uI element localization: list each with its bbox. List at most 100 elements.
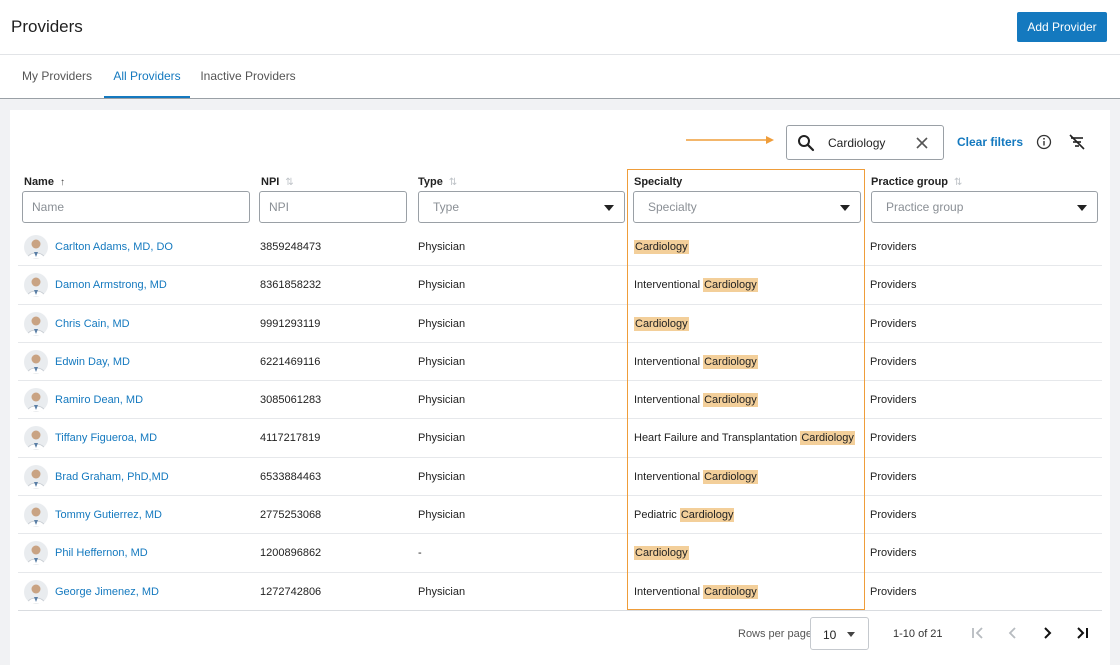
avatar xyxy=(24,426,48,451)
avatar xyxy=(24,273,48,298)
column-header-name[interactable]: Name ↑ xyxy=(24,176,65,188)
filter-off-icon[interactable] xyxy=(1068,133,1086,151)
table-row[interactable]: Chris Cain, MD 9991293119 Physician Cardiol… xyxy=(18,305,1102,343)
practice-group-cell: Providers xyxy=(870,241,917,253)
type-cell: Physician xyxy=(418,355,466,368)
person-icon xyxy=(26,277,46,298)
npi-cell: 1272742806 xyxy=(260,585,322,598)
table-row[interactable]: Carlton Adams, MD, DO 3859248473 Physician… xyxy=(18,228,1102,267)
sort-icon[interactable]: ⇅ xyxy=(954,176,963,188)
specialty-cell: Interventional Cardiology xyxy=(634,354,758,369)
last-page-icon[interactable] xyxy=(1074,625,1090,641)
type-cell: Physician xyxy=(418,394,466,407)
sort-ascending-icon[interactable]: ↑ xyxy=(59,176,65,188)
npi-cell: 4117217819 xyxy=(260,432,321,445)
table-row[interactable]: Damon Armstrong, MD 8361858232 Physician In… xyxy=(18,266,1102,305)
table-row[interactable]: Brad Graham, PhD,MD 6533884463 Physician In… xyxy=(18,458,1102,497)
search-match-highlight: Cardiology xyxy=(703,278,758,293)
person-icon xyxy=(26,354,46,374)
column-header-practice-group[interactable]: Practice group ⇅ xyxy=(871,176,962,188)
add-provider-button[interactable]: Add Provider xyxy=(1017,12,1107,42)
name-filter-input[interactable]: Name xyxy=(22,191,250,223)
search-field[interactable]: Cardiology xyxy=(786,125,944,160)
top-bar: Providers Add Provider xyxy=(0,0,1120,55)
practice-group-cell: Providers xyxy=(870,509,917,522)
first-page-icon[interactable] xyxy=(970,625,986,641)
specialty-cell: Interventional Cardiology xyxy=(634,469,758,484)
npi-filter-placeholder: NPI xyxy=(269,200,290,214)
provider-name-link[interactable]: Tommy Gutierrez, MD xyxy=(55,509,162,522)
info-icon[interactable] xyxy=(1036,134,1052,150)
type-filter-select[interactable]: Type xyxy=(418,191,625,223)
tab-my-providers[interactable]: My Providers xyxy=(21,69,92,83)
specialty-cell: Pediatric Cardiology xyxy=(634,508,735,523)
search-match-highlight: Cardiology xyxy=(634,546,689,561)
specialty-prefix: Interventional xyxy=(634,355,704,368)
pagination-range: 1-10 of 21 xyxy=(893,628,943,640)
specialty-cell: Cardiology xyxy=(634,546,689,561)
table-row[interactable]: George Jimenez, MD 1272742806 Physician Int… xyxy=(18,573,1102,611)
close-icon[interactable] xyxy=(914,135,930,151)
table-row[interactable]: Edwin Day, MD 6221469116 Physician Interven… xyxy=(18,343,1102,382)
column-header-label: Practice group xyxy=(871,176,949,188)
provider-name-link[interactable]: Chris Cain, MD xyxy=(55,317,130,330)
tab-inactive-providers[interactable]: Inactive Providers xyxy=(200,69,296,83)
search-match-highlight: Cardiology xyxy=(634,240,689,254)
specialty-cell: Cardiology xyxy=(634,240,689,254)
provider-name-link[interactable]: Ramiro Dean, MD xyxy=(55,394,144,407)
sort-icon[interactable]: ⇅ xyxy=(285,176,294,188)
specialty-cell: Interventional Cardiology xyxy=(634,584,758,599)
practice-group-filter-select[interactable]: Practice group xyxy=(871,191,1098,223)
avatar xyxy=(24,503,48,528)
search-input[interactable]: Cardiology xyxy=(828,136,886,150)
person-icon xyxy=(26,545,46,566)
person-icon xyxy=(26,507,46,528)
npi-cell: 3085061283 xyxy=(260,394,322,407)
person-icon xyxy=(26,239,46,259)
specialty-filter-select[interactable]: Specialty xyxy=(633,191,861,223)
chevron-down-icon xyxy=(847,632,855,637)
next-page-icon[interactable] xyxy=(1039,625,1055,641)
table-row[interactable]: Tiffany Figueroa, MD 4117217819 Physician H… xyxy=(18,419,1102,458)
specialty-prefix: Interventional xyxy=(634,585,704,598)
clear-filters-link[interactable]: Clear filters xyxy=(957,135,1024,149)
sort-icon[interactable]: ⇅ xyxy=(448,176,458,188)
tab-all-providers[interactable]: All Providers xyxy=(104,55,190,98)
npi-cell: 6533884463 xyxy=(260,470,322,483)
provider-name-link[interactable]: Tiffany Figueroa, MD xyxy=(55,432,158,445)
rows-per-page-select[interactable]: 10 xyxy=(810,617,869,650)
column-header-npi[interactable]: NPI ⇅ xyxy=(261,176,294,188)
type-cell: Physician xyxy=(418,279,466,292)
column-header-specialty[interactable]: Specialty xyxy=(634,176,682,188)
provider-name-link[interactable]: Edwin Day, MD xyxy=(55,355,130,368)
table-row[interactable]: Tommy Gutierrez, MD 2775253068 Physician Pe… xyxy=(18,496,1102,535)
npi-filter-input[interactable]: NPI xyxy=(259,191,407,223)
table-row[interactable]: Ramiro Dean, MD 3085061283 Physician Interv… xyxy=(18,381,1102,420)
search-match-highlight: Cardiology xyxy=(703,393,758,408)
column-header-label: NPI xyxy=(261,176,280,188)
column-header-type[interactable]: Type ⇅ xyxy=(418,176,457,188)
avatar xyxy=(24,311,48,336)
practice-group-cell: Providers xyxy=(870,470,917,483)
search-match-highlight: Cardiology xyxy=(703,469,758,484)
providers-table-body: Carlton Adams, MD, DO 3859248473 Physician… xyxy=(18,228,1102,611)
practice-group-filter-placeholder: Practice group xyxy=(886,200,964,214)
type-filter-placeholder: Type xyxy=(433,200,460,214)
table-row[interactable]: Phil Heffernon, MD 1200896862 - Cardiology P… xyxy=(18,534,1102,573)
type-cell: Physician xyxy=(418,470,466,483)
npi-cell: 6221469116 xyxy=(260,355,321,368)
prev-page-icon[interactable] xyxy=(1005,625,1021,641)
avatar xyxy=(24,579,48,604)
provider-name-link[interactable]: Brad Graham, PhD,MD xyxy=(55,470,169,483)
provider-name-link[interactable]: Phil Heffernon, MD xyxy=(55,547,148,560)
annotation-arrow-icon xyxy=(686,136,774,144)
search-icon xyxy=(798,135,815,152)
column-header-label: Specialty xyxy=(634,176,683,188)
provider-name-link[interactable]: George Jimenez, MD xyxy=(55,585,159,598)
avatar xyxy=(24,388,48,413)
provider-name-link[interactable]: Damon Armstrong, MD xyxy=(55,279,167,292)
type-cell: - xyxy=(418,547,422,560)
specialty-cell: Interventional Cardiology xyxy=(634,278,758,293)
provider-name-link[interactable]: Carlton Adams, MD, DO xyxy=(55,241,173,253)
practice-group-cell: Providers xyxy=(870,432,917,445)
